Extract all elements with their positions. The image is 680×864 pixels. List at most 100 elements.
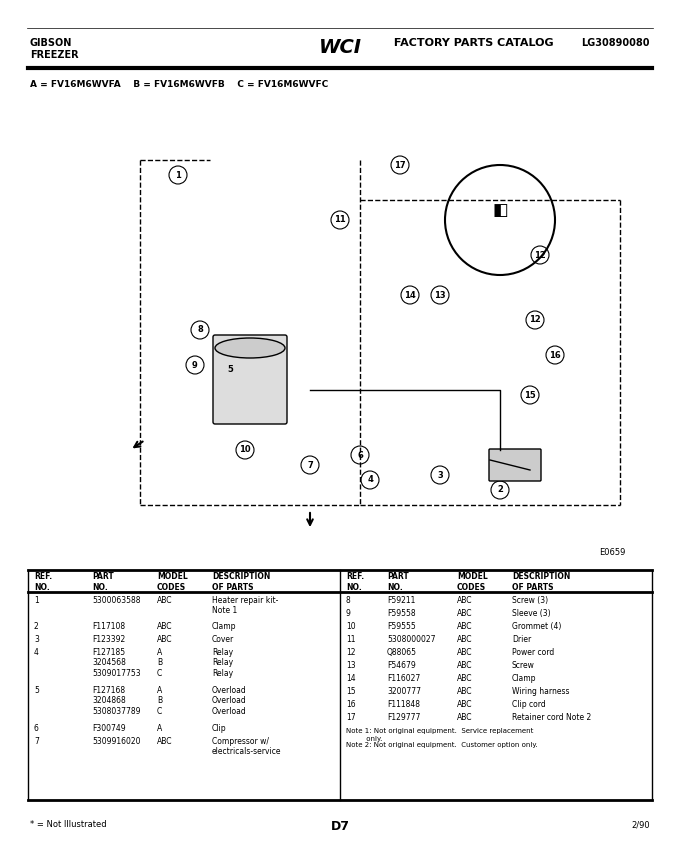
Text: Relay
Relay
Relay: Relay Relay Relay <box>212 648 233 677</box>
Text: Clamp: Clamp <box>212 622 237 631</box>
Text: 6: 6 <box>34 724 39 733</box>
Text: 4: 4 <box>367 475 373 485</box>
Text: Heater repair kit-
Note 1: Heater repair kit- Note 1 <box>212 596 278 615</box>
Text: 3: 3 <box>437 471 443 480</box>
Text: Screw (3): Screw (3) <box>512 596 548 605</box>
Text: 14: 14 <box>404 290 416 300</box>
Ellipse shape <box>215 338 285 358</box>
Text: ABC: ABC <box>457 700 473 709</box>
Text: F59558: F59558 <box>387 609 415 618</box>
Text: 10: 10 <box>346 622 356 631</box>
Text: Clip: Clip <box>212 724 226 733</box>
Text: F59211: F59211 <box>387 596 415 605</box>
Text: ABC: ABC <box>157 635 173 644</box>
Text: ◧: ◧ <box>492 201 508 219</box>
Text: 5: 5 <box>34 686 39 695</box>
Text: F300749: F300749 <box>92 724 126 733</box>
Text: 16: 16 <box>549 351 561 359</box>
Text: E0659: E0659 <box>598 548 625 557</box>
Text: ABC: ABC <box>457 648 473 657</box>
Text: 5300063588: 5300063588 <box>92 596 141 605</box>
Text: 9: 9 <box>192 360 198 370</box>
Text: 15: 15 <box>524 391 536 399</box>
Text: ABC: ABC <box>457 635 473 644</box>
Text: MODEL
CODES: MODEL CODES <box>157 572 188 592</box>
Text: ABC: ABC <box>457 622 473 631</box>
Text: 8: 8 <box>197 326 203 334</box>
Text: 13: 13 <box>346 661 356 670</box>
Text: ABC: ABC <box>157 737 173 746</box>
Text: F127185
3204568
5309017753: F127185 3204568 5309017753 <box>92 648 141 677</box>
Text: 13: 13 <box>435 290 446 300</box>
Text: 7: 7 <box>307 461 313 469</box>
Text: PART
NO.: PART NO. <box>92 572 114 592</box>
Text: ABC: ABC <box>157 596 173 605</box>
Text: 4: 4 <box>34 648 39 657</box>
Text: Power cord: Power cord <box>512 648 554 657</box>
Text: FREEZER: FREEZER <box>30 50 79 60</box>
Text: ABC: ABC <box>157 622 173 631</box>
Text: 1: 1 <box>175 170 181 180</box>
FancyBboxPatch shape <box>489 449 541 481</box>
Text: ABC: ABC <box>457 596 473 605</box>
Text: DESCRIPTION
OF PARTS: DESCRIPTION OF PARTS <box>512 572 571 592</box>
Text: 2: 2 <box>34 622 39 631</box>
Text: MODEL
CODES: MODEL CODES <box>457 572 488 592</box>
Text: ABC: ABC <box>457 661 473 670</box>
Text: D7: D7 <box>330 820 350 833</box>
Text: LG30890080: LG30890080 <box>581 38 650 48</box>
Text: 12: 12 <box>346 648 356 657</box>
Text: REF.
NO.: REF. NO. <box>346 572 364 592</box>
Text: 15: 15 <box>346 687 356 696</box>
FancyBboxPatch shape <box>213 335 287 424</box>
Text: Note 2: Not original equipment.  Customer option only.: Note 2: Not original equipment. Customer… <box>346 742 538 748</box>
Text: Clip cord: Clip cord <box>512 700 546 709</box>
Text: 14: 14 <box>346 674 356 683</box>
Text: Grommet (4): Grommet (4) <box>512 622 562 631</box>
Text: A: A <box>157 724 163 733</box>
Text: 8: 8 <box>346 596 351 605</box>
Text: 1: 1 <box>34 596 39 605</box>
Text: Clamp: Clamp <box>512 674 537 683</box>
Text: ABC: ABC <box>457 687 473 696</box>
Text: 11: 11 <box>346 635 356 644</box>
Text: 12: 12 <box>534 251 546 259</box>
Text: 7: 7 <box>34 737 39 746</box>
Text: ABC: ABC <box>457 674 473 683</box>
Text: REF.
NO.: REF. NO. <box>34 572 52 592</box>
Text: A = FV16M6WVFA    B = FV16M6WVFB    C = FV16M6WVFC: A = FV16M6WVFA B = FV16M6WVFB C = FV16M6… <box>30 80 328 89</box>
Text: 11: 11 <box>334 215 346 225</box>
Text: F54679: F54679 <box>387 661 415 670</box>
Text: F117108: F117108 <box>92 622 125 631</box>
Text: FACTORY PARTS CATALOG: FACTORY PARTS CATALOG <box>390 38 554 48</box>
Text: 6: 6 <box>357 450 363 460</box>
Text: F116027: F116027 <box>387 674 420 683</box>
Text: A
B
C: A B C <box>157 648 163 677</box>
Text: 17: 17 <box>394 161 406 169</box>
Text: Screw: Screw <box>512 661 535 670</box>
Text: 5308000027: 5308000027 <box>387 635 435 644</box>
Text: 9: 9 <box>346 609 351 618</box>
Text: F111848: F111848 <box>387 700 420 709</box>
Text: * = Not Illustrated: * = Not Illustrated <box>30 820 107 829</box>
Text: 2: 2 <box>497 486 503 494</box>
Text: 5: 5 <box>227 365 233 374</box>
Text: Drier: Drier <box>512 635 531 644</box>
Text: F59555: F59555 <box>387 622 415 631</box>
Text: 12: 12 <box>529 315 541 325</box>
Text: Sleeve (3): Sleeve (3) <box>512 609 551 618</box>
Text: 2/90: 2/90 <box>631 820 650 829</box>
Text: PART
NO.: PART NO. <box>387 572 409 592</box>
Text: 3200777: 3200777 <box>387 687 421 696</box>
Text: 17: 17 <box>346 713 356 722</box>
Text: DESCRIPTION
OF PARTS: DESCRIPTION OF PARTS <box>212 572 271 592</box>
Text: ABC: ABC <box>457 713 473 722</box>
Text: A
B
C: A B C <box>157 686 163 715</box>
Text: 16: 16 <box>346 700 356 709</box>
Text: F123392: F123392 <box>92 635 125 644</box>
Text: F127168
3204868
5308037789: F127168 3204868 5308037789 <box>92 686 141 715</box>
Text: Q88065: Q88065 <box>387 648 417 657</box>
Text: 3: 3 <box>34 635 39 644</box>
Text: Note 1: Not original equipment.  Service replacement
         only.: Note 1: Not original equipment. Service … <box>346 728 533 741</box>
Text: Wiring harness: Wiring harness <box>512 687 570 696</box>
